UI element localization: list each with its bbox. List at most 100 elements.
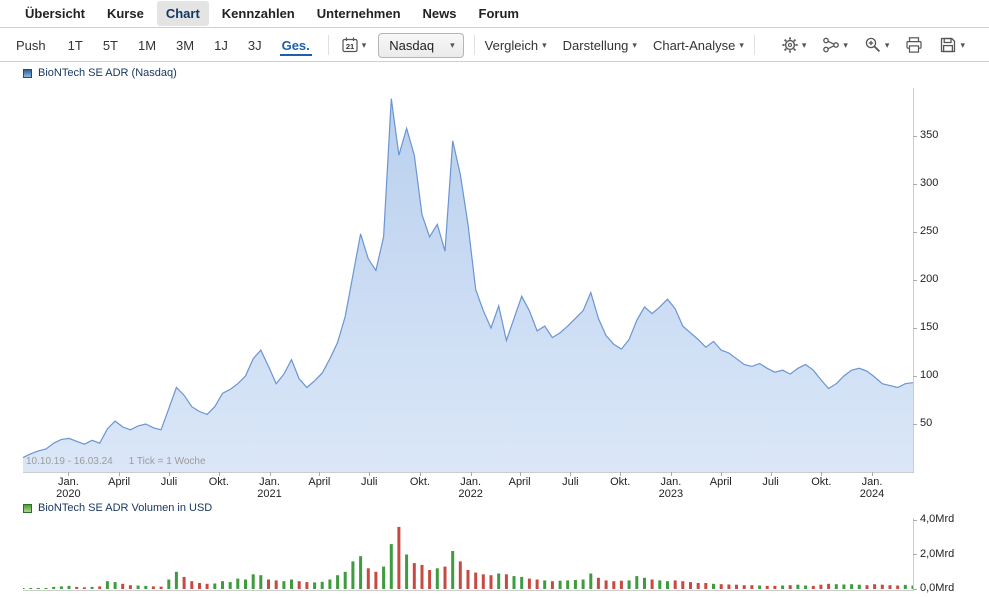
volume-bar [190, 581, 194, 589]
price-y-axis-label: 250 [920, 225, 939, 237]
volume-bar [880, 584, 884, 589]
period-1t[interactable]: 1T [67, 37, 83, 53]
volume-bar [888, 585, 892, 589]
price-x-axis-label: Okt. [409, 476, 431, 488]
nav-item-forum[interactable]: Forum [478, 6, 519, 21]
volume-y-axis-label: 4,0Mrd [920, 513, 955, 525]
top-nav: Übersicht Kurse Chart Kennzahlen Unternehmen… [0, 0, 989, 28]
volume-bar [82, 587, 86, 589]
toolbar-menus: Vergleich ▾ Darstellung ▾ Chart-Analyse ▾ [485, 38, 744, 53]
volume-bar [819, 584, 823, 589]
date-range-value: 10.10.19 - 16.03.24 [26, 456, 113, 467]
price-y-axis-label: 350 [920, 129, 939, 141]
volume-bar [336, 575, 340, 589]
settings-button[interactable]: ▾ [779, 34, 809, 56]
volume-bar [351, 561, 355, 589]
nav-item-chart[interactable]: Chart [156, 1, 209, 26]
exchange-select-value: Nasdaq [389, 37, 435, 53]
save-button[interactable]: ▾ [937, 34, 967, 56]
volume-bar [681, 581, 685, 589]
volume-series-label: BioNTech SE ADR Volumen in USD [38, 502, 213, 514]
volume-bar [205, 583, 209, 589]
chevron-down-icon: ▾ [843, 39, 848, 50]
volume-bar [451, 551, 455, 589]
price-x-axis-label: April [709, 476, 732, 488]
volume-bar [520, 576, 524, 589]
price-x-axis-label: Jan. 2023 [658, 476, 684, 500]
volume-bar [67, 585, 71, 589]
volume-bar [535, 579, 539, 589]
price-series-label: BioNTech SE ADR (Nasdaq) [38, 67, 177, 79]
period-3j[interactable]: 3J [247, 37, 262, 53]
volume-chart-canvas[interactable] [23, 518, 913, 590]
chevron-down-icon: ▾ [801, 39, 807, 50]
price-y-axis-label: 100 [920, 369, 939, 381]
push-button[interactable]: Push [16, 37, 46, 53]
volume-bar [259, 575, 263, 589]
volume-bar [842, 584, 846, 589]
volume-bar [596, 577, 600, 589]
volume-bar [151, 586, 155, 589]
price-x-axis-tick [218, 472, 220, 476]
volume-bar [412, 563, 416, 589]
menu-label: Vergleich [484, 37, 539, 53]
share-button[interactable]: ▾ [820, 34, 850, 56]
nav-item-news[interactable]: News [422, 6, 457, 21]
price-x-axis-tick [670, 472, 672, 476]
menu-vergleich[interactable]: Vergleich ▾ [485, 38, 547, 53]
volume-bar [619, 580, 623, 589]
price-y-axis-label: 150 [920, 321, 939, 333]
menu-label: Chart-Analyse [652, 37, 736, 53]
nav-item-ubersicht[interactable]: Übersicht [25, 6, 85, 21]
menu-darstellung[interactable]: Darstellung ▾ [563, 38, 637, 53]
toolbar-divider [753, 35, 755, 55]
volume-bar [850, 584, 854, 589]
price-x-axis-label: Okt. [208, 476, 229, 488]
volume-y-axis-tick [913, 588, 917, 590]
calendar-button[interactable]: 21 ▾ [339, 34, 369, 56]
volume-bar [159, 586, 163, 589]
volume-bar [144, 585, 148, 589]
gear-icon [782, 37, 798, 53]
calendar-icon: 21 [342, 37, 358, 53]
volume-bar [643, 577, 646, 589]
volume-bar [742, 585, 746, 589]
nav-item-kurse[interactable]: Kurse [106, 6, 144, 21]
volume-y-axis-label: 0,0Mrd [920, 582, 955, 594]
price-y-axis-label: 300 [920, 177, 939, 189]
period-1j[interactable]: 1J [214, 37, 228, 53]
price-x-axis-tick [369, 472, 371, 476]
volume-bar [458, 561, 462, 589]
menu-chart-analyse[interactable]: Chart-Analyse ▾ [653, 38, 744, 53]
volume-bar [36, 588, 40, 589]
volume-bar [704, 583, 708, 589]
share-icon [823, 37, 840, 53]
date-range-label: 10.10.19 - 16.03.24 1 Tick = 1 Woche [26, 456, 206, 467]
period-1m[interactable]: 1M [137, 37, 157, 53]
price-area-series [23, 98, 913, 472]
price-y-axis-label: 50 [920, 417, 933, 429]
chevron-down-icon: ▾ [884, 39, 890, 50]
toolbar-icon-group: ▾ ▾ ▾ [779, 34, 967, 56]
nav-item-kennzahlen[interactable]: Kennzahlen [221, 6, 295, 21]
price-x-axis-label: Jan. 2021 [257, 476, 282, 500]
volume-bar [673, 580, 677, 589]
volume-bar [773, 585, 777, 589]
zoom-button[interactable]: ▾ [862, 34, 892, 56]
volume-bar [857, 584, 861, 589]
save-icon [941, 37, 956, 53]
period-5t[interactable]: 5T [102, 37, 118, 53]
period-3m[interactable]: 3M [176, 37, 195, 53]
chevron-down-icon: ▾ [739, 39, 744, 50]
volume-bar [128, 585, 132, 589]
volume-bar [59, 586, 63, 589]
volume-bar [251, 574, 255, 589]
volume-bar [689, 582, 692, 589]
exchange-select[interactable]: Nasdaq ▾ [378, 32, 464, 58]
printer-icon [906, 37, 923, 53]
nav-item-unternehmen[interactable]: Unternehmen [316, 6, 401, 21]
period-ges[interactable]: Ges. [279, 35, 312, 56]
price-chart-canvas[interactable] [23, 88, 913, 472]
print-button[interactable] [903, 34, 925, 56]
volume-bar [320, 581, 324, 589]
